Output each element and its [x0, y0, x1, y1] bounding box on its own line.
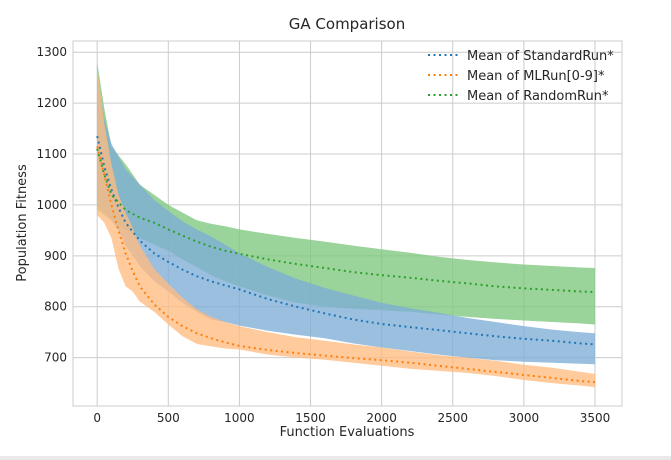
chart-title: GA Comparison	[289, 15, 405, 33]
x-tick-label: 2000	[366, 411, 397, 425]
x-tick-label: 2500	[437, 411, 468, 425]
bottom-strip	[0, 456, 671, 460]
x-tick-label: 1500	[295, 411, 326, 425]
x-tick-label: 3500	[580, 411, 611, 425]
y-tick-label: 900	[44, 249, 67, 263]
line-layer	[96, 135, 596, 384]
legend-label-standard: Mean of StandardRun*	[467, 49, 614, 64]
confidence-band-0	[97, 75, 595, 365]
y-tick-label: 1000	[36, 198, 67, 212]
x-axis-label: Function Evaluations	[280, 425, 415, 440]
y-tick-label: 800	[44, 300, 67, 314]
x-tick-label: 0	[93, 411, 101, 425]
legend: Mean of StandardRun* Mean of MLRun[0-9]*…	[428, 49, 614, 104]
x-tick-label: 500	[157, 411, 180, 425]
legend-label-random: Mean of RandomRun*	[467, 89, 609, 104]
x-tick-label: 1000	[224, 411, 255, 425]
y-axis-label: Population Fitness	[15, 164, 30, 282]
y-tick-label: 1300	[36, 45, 67, 59]
mean-line-1	[96, 146, 596, 384]
legend-label-ml: Mean of MLRun[0-9]*	[467, 69, 605, 84]
y-tick-label: 1100	[36, 147, 67, 161]
x-tick-label: 3000	[509, 411, 540, 425]
mean-line-2	[96, 148, 596, 293]
y-tick-label: 1200	[36, 96, 67, 110]
tick-layer: 0 500 1000 1500 2000 2500 3000 3500 700 800 900 100…	[36, 45, 610, 425]
band-layer	[97, 62, 595, 388]
y-tick-label: 700	[44, 351, 67, 365]
mean-line-0	[96, 135, 596, 346]
